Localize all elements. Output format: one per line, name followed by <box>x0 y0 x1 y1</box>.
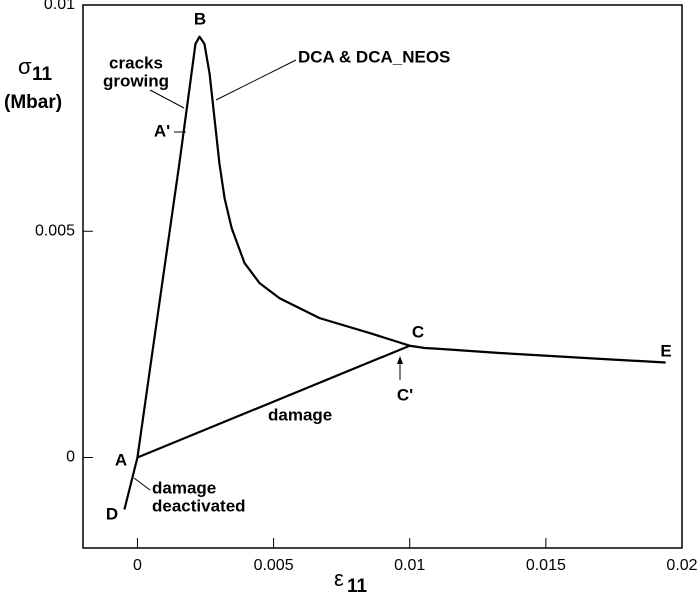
y-tick-label: 0.005 <box>35 222 75 239</box>
x-tick-label: 0.005 <box>254 557 294 574</box>
annotation: damage <box>152 478 216 497</box>
x-tick-label: 0.02 <box>666 557 697 574</box>
y-label-unit: (Mbar) <box>4 92 62 113</box>
annotation-pointer <box>149 89 185 109</box>
annotation-arrowhead <box>397 356 403 364</box>
y-label-symbol: σ <box>18 54 32 79</box>
annotation: B <box>194 9 206 28</box>
annotation-pointer <box>215 59 297 101</box>
x-tick-label: 0 <box>133 557 142 574</box>
plot-frame <box>82 4 683 549</box>
x-tick-label: 0.015 <box>526 557 566 574</box>
annotation: A <box>115 450 127 469</box>
y-tick-label: 0 <box>66 449 75 466</box>
x-axis-label: ε 11 <box>334 566 368 596</box>
annotation: C' <box>397 385 413 404</box>
annotation: damage <box>268 405 332 424</box>
annotation: A' <box>154 121 170 140</box>
annotation: growing <box>103 71 169 90</box>
y-tick-label: 0.01 <box>44 0 75 13</box>
x-tick-label: 0.01 <box>394 557 425 574</box>
y-axis-label: σ 11 (Mbar) <box>4 54 62 113</box>
annotation: E <box>660 341 671 360</box>
annotation: C <box>412 322 424 341</box>
annotation-pointer <box>133 477 151 491</box>
annotation: cracks <box>109 53 163 72</box>
x-label-subscript: 11 <box>347 576 368 596</box>
curve <box>123 35 666 510</box>
annotations: B A' A C C' D E cracks growing DCA & DCA… <box>103 9 672 523</box>
annotation: deactivated <box>152 496 246 515</box>
y-label-subscript: 11 <box>32 64 53 85</box>
annotation: D <box>106 504 118 523</box>
annotation: DCA & DCA_NEOS <box>298 47 450 66</box>
x-label-symbol: ε <box>334 566 344 591</box>
